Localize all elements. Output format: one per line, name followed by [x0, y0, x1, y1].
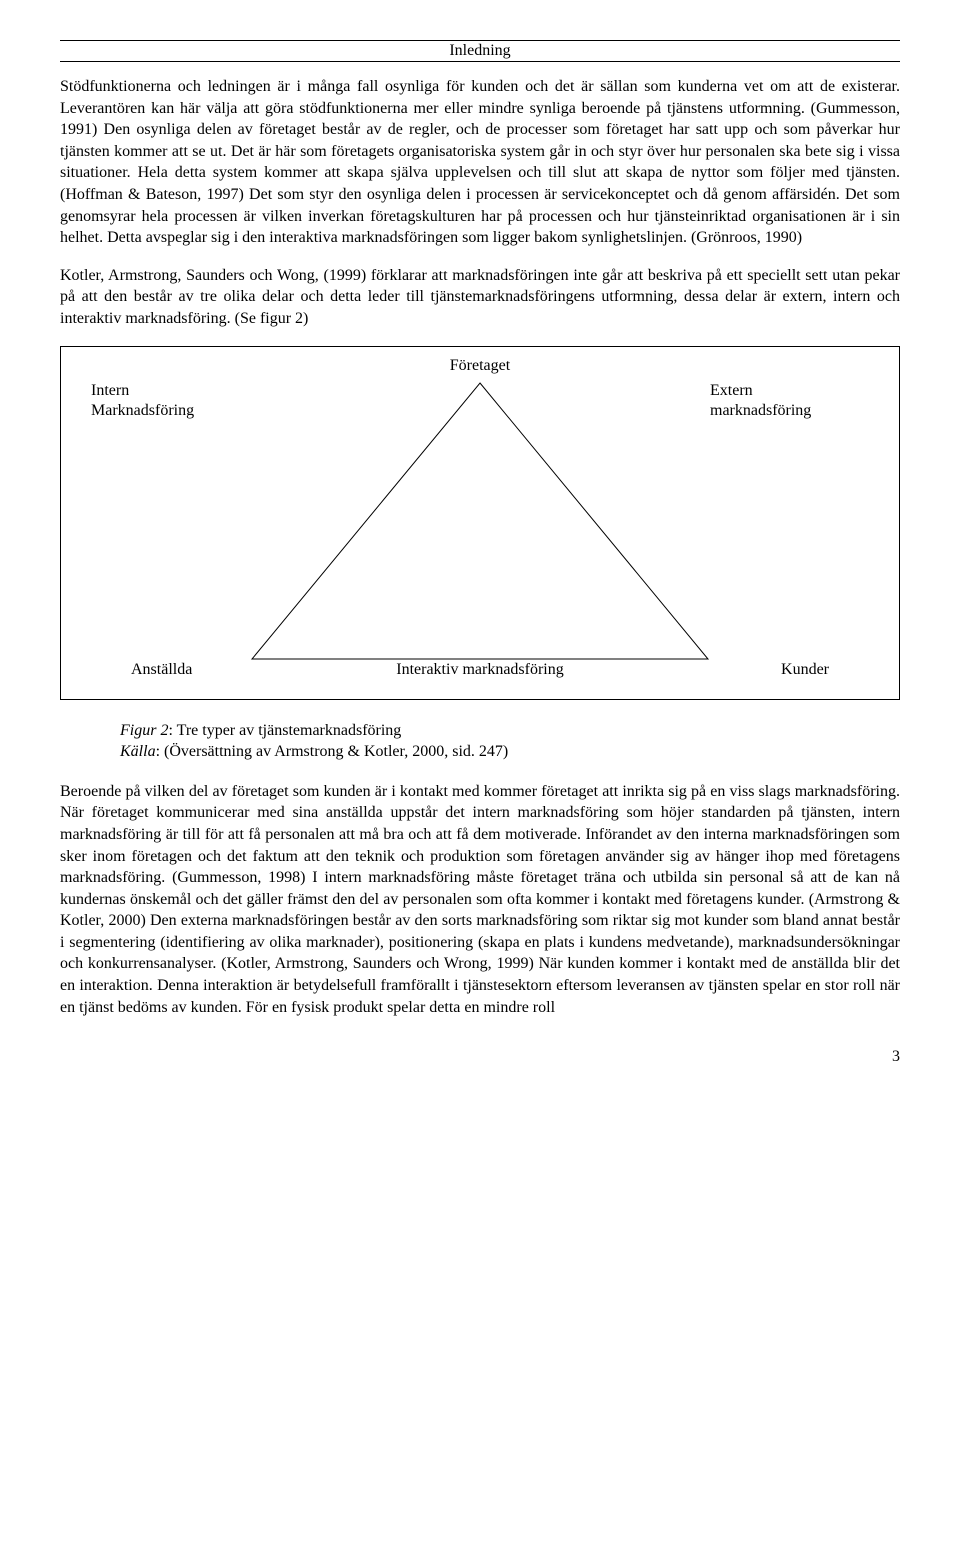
figure-left-line1: Intern	[91, 382, 129, 399]
figure-bottom-left: Anställda	[131, 661, 271, 679]
figure-left-label: Intern Marknadsföring	[91, 381, 250, 423]
header-title: Inledning	[449, 42, 510, 59]
paragraph-3: Beroende på vilken del av företaget som …	[60, 781, 900, 1019]
figure-triangle-wrap	[250, 381, 710, 661]
triangle-icon	[250, 381, 710, 661]
figure-bottom-center: Interaktiv marknadsföring	[271, 661, 689, 679]
figure-right-line2: marknadsföring	[710, 402, 811, 419]
page-header: Inledning	[60, 40, 900, 62]
figure-middle-row: Intern Marknadsföring Extern marknadsför…	[91, 381, 869, 661]
figure-2-box: Företaget Intern Marknadsföring Extern m…	[60, 346, 900, 700]
figure-right-line1: Extern	[710, 382, 753, 399]
figure-bottom-right: Kunder	[689, 661, 829, 679]
figure-left-line2: Marknadsföring	[91, 402, 194, 419]
caption-src-label: Källa	[120, 743, 156, 760]
caption-fig-label: Figur 2	[120, 722, 168, 739]
paragraph-2: Kotler, Armstrong, Saunders och Wong, (1…	[60, 265, 900, 330]
caption-src-text: : (Översättning av Armstrong & Kotler, 2…	[156, 743, 509, 760]
page-number: 3	[60, 1048, 900, 1066]
figure-right-label: Extern marknadsföring	[710, 381, 869, 423]
paragraph-1: Stödfunktionerna och ledningen är i mång…	[60, 76, 900, 249]
caption-fig-text: : Tre typer av tjänstemarknadsföring	[168, 722, 401, 739]
figure-top-label: Företaget	[91, 357, 869, 375]
figure-caption: Figur 2: Tre typer av tjänstemarknadsför…	[120, 720, 900, 763]
